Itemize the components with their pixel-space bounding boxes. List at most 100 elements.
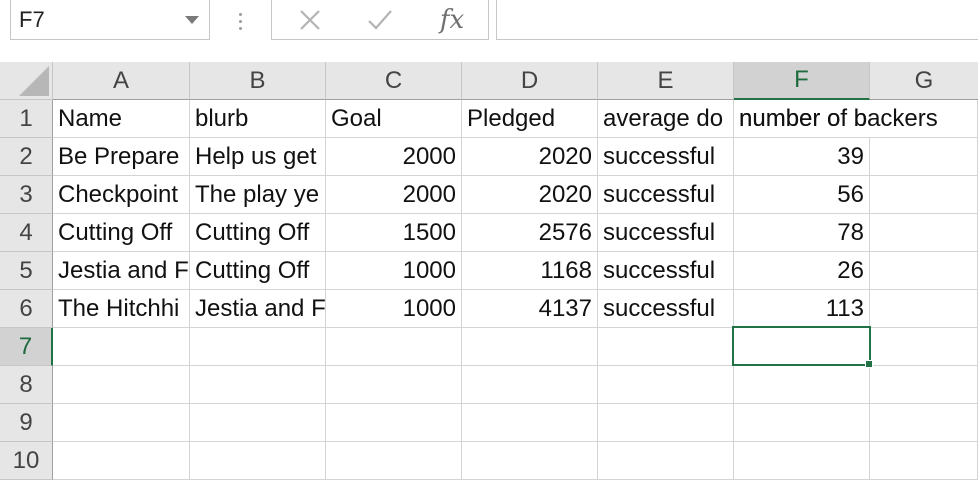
cell-g2[interactable] [870,138,978,176]
cell-d5[interactable]: 1168 [462,252,598,290]
cell-g6[interactable] [870,290,978,328]
cell-d2[interactable]: 2020 [462,138,598,176]
cell-e4[interactable]: successful [598,214,734,252]
cell-d8[interactable] [462,366,598,404]
cell-a9[interactable] [53,404,190,442]
cell-f3[interactable]: 56 [734,176,870,214]
cell-c6[interactable]: 1000 [326,290,462,328]
cell-f9[interactable] [734,404,870,442]
cell-f10[interactable] [734,442,870,480]
cell-b8[interactable] [190,366,326,404]
cell-g10[interactable] [870,442,978,480]
cell-b3[interactable]: The play ye [190,176,326,214]
column-header-g[interactable]: G [870,62,978,100]
cell-c10[interactable] [326,442,462,480]
cell-f6[interactable]: 113 [734,290,870,328]
row-header-5[interactable]: 5 [0,252,53,290]
select-all-button[interactable] [0,62,53,100]
formula-input[interactable] [496,0,978,40]
cell-c9[interactable] [326,404,462,442]
close-icon [300,10,320,30]
cell-g7[interactable] [870,328,978,366]
cell-d4[interactable]: 2576 [462,214,598,252]
fill-handle[interactable] [865,360,873,368]
cell-b4[interactable]: Cutting Off [190,214,326,252]
row-header-8[interactable]: 8 [0,366,53,404]
cell-a6[interactable]: The Hitchhi [53,290,190,328]
cell-e1[interactable]: average do [598,100,734,138]
column-header-f[interactable]: F [734,62,870,100]
cell-c3[interactable]: 2000 [326,176,462,214]
cell-a2[interactable]: Be Prepare [53,138,190,176]
cell-g3[interactable] [870,176,978,214]
cell-e7[interactable] [598,328,734,366]
cell-g4[interactable] [870,214,978,252]
more-options-icon[interactable] [234,9,248,33]
cell-d3[interactable]: 2020 [462,176,598,214]
name-box[interactable]: F7 [10,0,210,40]
name-box-value: F7 [19,7,45,32]
cell-c5[interactable]: 1000 [326,252,462,290]
cell-d10[interactable] [462,442,598,480]
cell-a7[interactable] [53,328,190,366]
cell-e2[interactable]: successful [598,138,734,176]
column-header-e[interactable]: E [598,62,734,100]
row-header-6[interactable]: 6 [0,290,53,328]
cell-e6[interactable]: successful [598,290,734,328]
cell-d7[interactable] [462,328,598,366]
cell-d9[interactable] [462,404,598,442]
row-header-10[interactable]: 10 [0,442,53,480]
row-header-1[interactable]: 1 [0,100,53,138]
column-header-b[interactable]: B [190,62,326,100]
cell-f8[interactable] [734,366,870,404]
formula-buttons: fx [271,0,489,40]
cell-b5[interactable]: Cutting Off [190,252,326,290]
select-all-triangle-icon [19,66,49,96]
row-header-9[interactable]: 9 [0,404,53,442]
cell-b2[interactable]: Help us get [190,138,326,176]
cell-g9[interactable] [870,404,978,442]
cell-b1[interactable]: blurb [190,100,326,138]
enter-button[interactable] [355,0,405,40]
row-header-7[interactable]: 7 [0,328,53,366]
cell-e9[interactable] [598,404,734,442]
cell-c1[interactable]: Goal [326,100,462,138]
cell-a1[interactable]: Name [53,100,190,138]
cell-g5[interactable] [870,252,978,290]
row-header-3[interactable]: 3 [0,176,53,214]
cell-f4[interactable]: 78 [734,214,870,252]
cell-c8[interactable] [326,366,462,404]
cell-f5[interactable]: 26 [734,252,870,290]
cancel-button[interactable] [285,0,335,40]
cell-d1[interactable]: Pledged [462,100,598,138]
cell-f1[interactable]: number of backers [734,100,870,138]
cell-e8[interactable] [598,366,734,404]
cell-e10[interactable] [598,442,734,480]
row-header-2[interactable]: 2 [0,138,53,176]
cell-b6[interactable]: Jestia and F [190,290,326,328]
cell-d6[interactable]: 4137 [462,290,598,328]
cell-c7[interactable] [326,328,462,366]
insert-function-button[interactable]: fx [427,0,477,40]
row-header-4[interactable]: 4 [0,214,53,252]
column-header-a[interactable]: A [53,62,190,100]
cell-f2[interactable]: 39 [734,138,870,176]
function-icon: fx [439,5,465,35]
column-header-d[interactable]: D [462,62,598,100]
cell-a3[interactable]: Checkpoint [53,176,190,214]
cell-a10[interactable] [53,442,190,480]
cell-g8[interactable] [870,366,978,404]
chevron-down-icon[interactable] [185,16,199,24]
cell-a5[interactable]: Jestia and F [53,252,190,290]
cell-b9[interactable] [190,404,326,442]
cell-a4[interactable]: Cutting Off [53,214,190,252]
cell-a8[interactable] [53,366,190,404]
cell-b10[interactable] [190,442,326,480]
cell-c2[interactable]: 2000 [326,138,462,176]
cell-e3[interactable]: successful [598,176,734,214]
cell-b7[interactable] [190,328,326,366]
cell-c4[interactable]: 1500 [326,214,462,252]
active-cell-f7[interactable] [732,326,871,366]
cell-e5[interactable]: successful [598,252,734,290]
column-header-c[interactable]: C [326,62,462,100]
